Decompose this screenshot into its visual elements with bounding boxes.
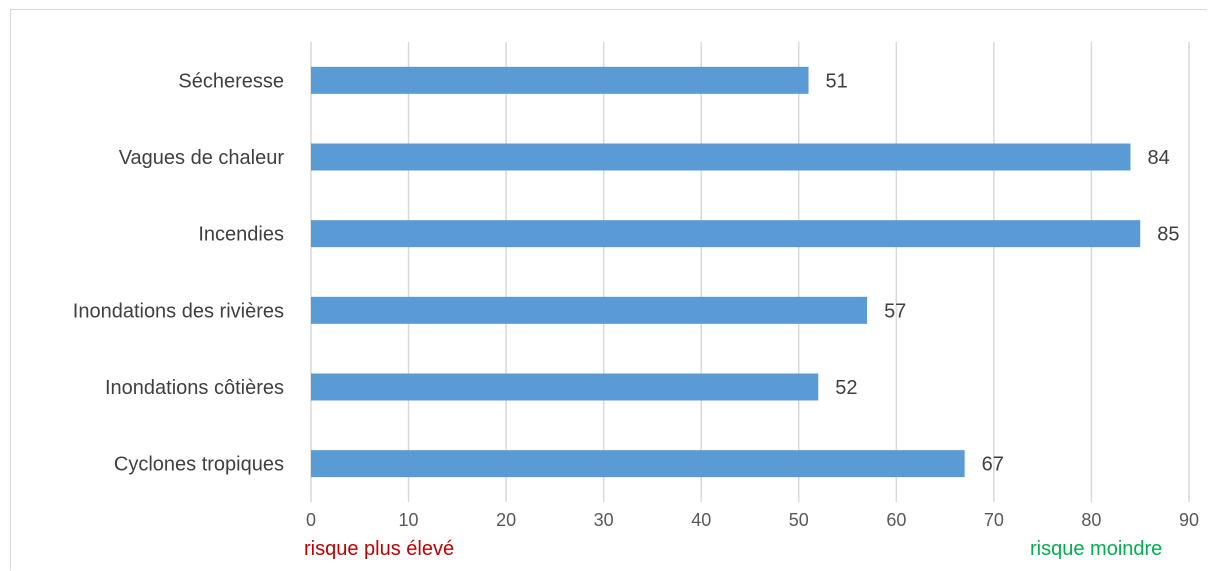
x-tick-label-90: 90 [1179,510,1199,530]
category-label-5: Cyclones tropiques [114,454,284,476]
bar-4 [311,373,819,401]
x-tick-label-10: 10 [399,510,419,530]
x-tick-label-30: 30 [594,510,614,530]
data-label-1: 84 [1147,147,1169,169]
category-label-0: Sécheresse [178,70,284,92]
data-label-4: 52 [835,377,857,399]
annotation-lower-risk: risque moindre [1030,538,1163,560]
chart-frame [10,9,1207,570]
x-tick-label-40: 40 [691,510,711,530]
category-label-1: Vagues de chaleur [119,147,285,169]
data-label-0: 51 [826,70,848,92]
category-label-2: Incendies [198,224,284,246]
category-label-3: Inondations des rivières [73,300,284,322]
labels: 0 10 20 30 40 50 60 70 80 90 Sécheresse 51 Vagues de… [73,70,1199,530]
annotation-higher-risk: risque plus élevé [304,538,455,560]
data-label-2: 85 [1157,224,1179,246]
category-label-4: Inondations côtières [105,377,284,399]
x-tick-label-70: 70 [984,510,1004,530]
bar-1 [311,143,1131,171]
bars [311,66,1141,478]
x-tick-label-80: 80 [1081,510,1101,530]
x-tick-label-0: 0 [306,510,316,530]
bar-0 [311,66,809,94]
bar-2 [311,220,1141,248]
gridlines [310,42,1190,502]
x-tick-label-50: 50 [789,510,809,530]
data-label-3: 57 [884,300,906,322]
x-tick-label-20: 20 [496,510,516,530]
bar-3 [311,296,868,324]
bar-5 [311,450,965,478]
x-tick-label-60: 60 [886,510,906,530]
data-label-5: 67 [982,454,1004,476]
